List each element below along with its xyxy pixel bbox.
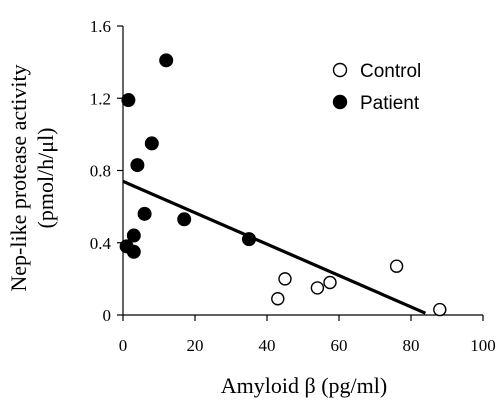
patient-point (130, 158, 145, 173)
patient-point (126, 228, 141, 243)
control-point (310, 281, 325, 295)
y-axis-unit: (pmol/h/μl) (33, 127, 58, 228)
y-tick-label: 1.2 (90, 89, 111, 108)
tick-labels: 0 0.4 0.8 1.2 1.6 0 20 40 60 80 100 (90, 17, 496, 355)
trendline (122, 179, 427, 315)
x-tick-label: 0 (119, 336, 128, 355)
trendline-group (122, 179, 427, 315)
patient-point (177, 212, 192, 227)
control-point (278, 272, 292, 286)
y-tick-label: 0.8 (90, 162, 111, 181)
x-tick-label: 20 (187, 336, 204, 355)
legend-label-control: Control (360, 61, 421, 82)
y-tick-label: 0.4 (90, 234, 112, 253)
patient-point (144, 136, 159, 151)
control-point (389, 259, 404, 273)
control-point (323, 275, 337, 290)
axes (117, 25, 484, 321)
legend-marker-control (332, 62, 348, 78)
x-tick-label: 100 (470, 336, 496, 355)
y-tick-label: 0 (103, 306, 112, 325)
patient-point (126, 244, 141, 259)
patient-point (242, 232, 256, 247)
x-tick-label: 80 (403, 336, 420, 355)
legend-marker-patient (332, 94, 348, 110)
legend: Control Patient (332, 61, 421, 114)
control-point (271, 292, 285, 306)
x-tick-label: 40 (259, 336, 276, 355)
patient-point (137, 206, 152, 221)
y-tick-label: 1.6 (90, 17, 111, 36)
patient-point (121, 93, 136, 108)
x-tick-label: 60 (331, 336, 348, 355)
x-axis-title: Amyloid β (pg/ml) (221, 373, 387, 398)
data-points (119, 53, 447, 317)
y-axis-title: Nep-like protease activity (6, 64, 31, 291)
legend-label-patient: Patient (360, 93, 420, 114)
patient-point (159, 53, 174, 68)
control-point (433, 302, 447, 317)
